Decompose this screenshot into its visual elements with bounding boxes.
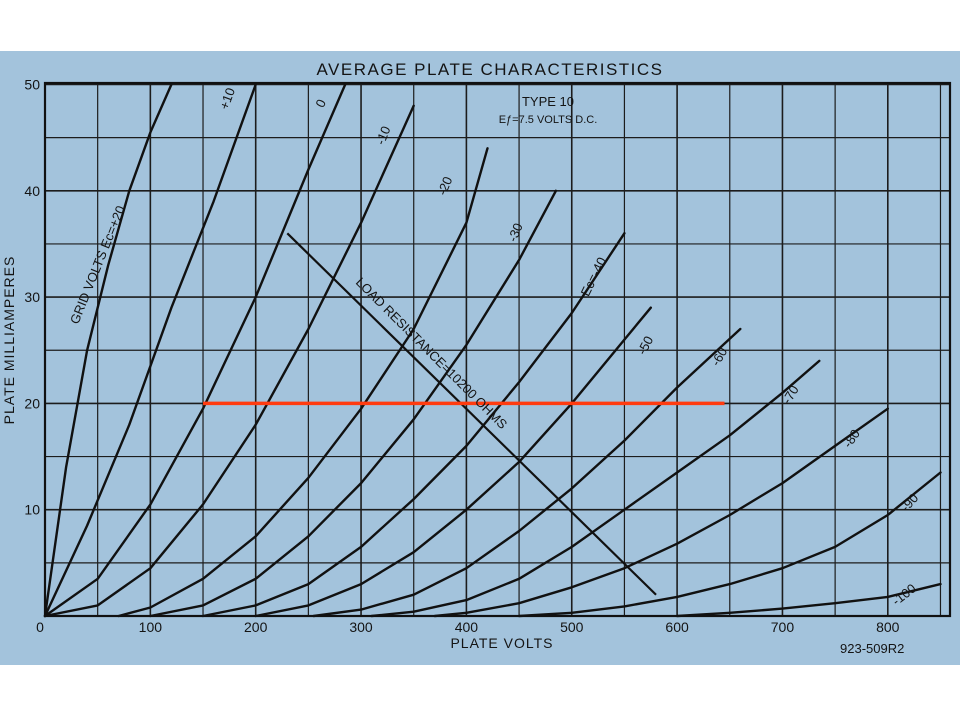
x-tick-label: 600 — [665, 619, 689, 635]
plot-frame — [43, 81, 952, 618]
tube-type-label: TYPE 10 — [522, 94, 574, 109]
x-tick-label: 100 — [139, 619, 163, 635]
x-tick-label: 0 — [36, 619, 44, 635]
curves — [43, 83, 942, 618]
x-tick-label: 400 — [455, 619, 479, 635]
x-tick-label: 700 — [771, 619, 795, 635]
curve-label: -30 — [505, 221, 526, 244]
x-tick-label: 300 — [349, 619, 373, 635]
x-tick-label: 200 — [244, 619, 268, 635]
y-tick-label: 10 — [24, 502, 40, 518]
drawing-number: 923-509R2 — [840, 641, 904, 656]
grid-curve-plus10 — [43, 83, 257, 618]
grid-curve-minus100 — [675, 582, 942, 618]
grid-curve-0 — [43, 83, 347, 618]
x-axis-title: PLATE VOLTS — [450, 635, 553, 651]
x-tick-label: 500 — [560, 619, 584, 635]
grid-curve-minus50 — [254, 306, 652, 618]
grid-curve-minus70 — [370, 359, 821, 618]
filament-voltage-note: Eƒ=7.5 VOLTS D.C. — [499, 114, 598, 126]
y-tick-label: 40 — [24, 183, 40, 199]
grid-curve-minus10 — [43, 104, 415, 618]
y-tick-label: 20 — [24, 395, 40, 411]
x-tick-label: 800 — [876, 619, 900, 635]
y-tick-label: 50 — [24, 77, 40, 93]
grid-curve-minus80 — [433, 407, 889, 618]
grid-curve-minus20 — [117, 147, 489, 618]
load-line — [286, 232, 657, 596]
grid-curve-plus20 — [43, 83, 173, 618]
curve-label: -20 — [434, 174, 455, 197]
curve-label: +10 — [216, 86, 238, 112]
chart-title: AVERAGE PLATE CHARACTERISTICS — [316, 60, 663, 79]
load-line-group — [203, 232, 725, 596]
grid-curve-minus60 — [312, 327, 742, 618]
grid-curve-minus40 — [201, 232, 626, 618]
grid-curve-minus90 — [517, 471, 942, 618]
grid-curve-minus30 — [149, 189, 558, 618]
y-axis-title: PLATE MILLIAMPERES — [1, 256, 17, 425]
curve-label: -10 — [373, 124, 394, 147]
y-tick-label: 30 — [24, 289, 40, 305]
